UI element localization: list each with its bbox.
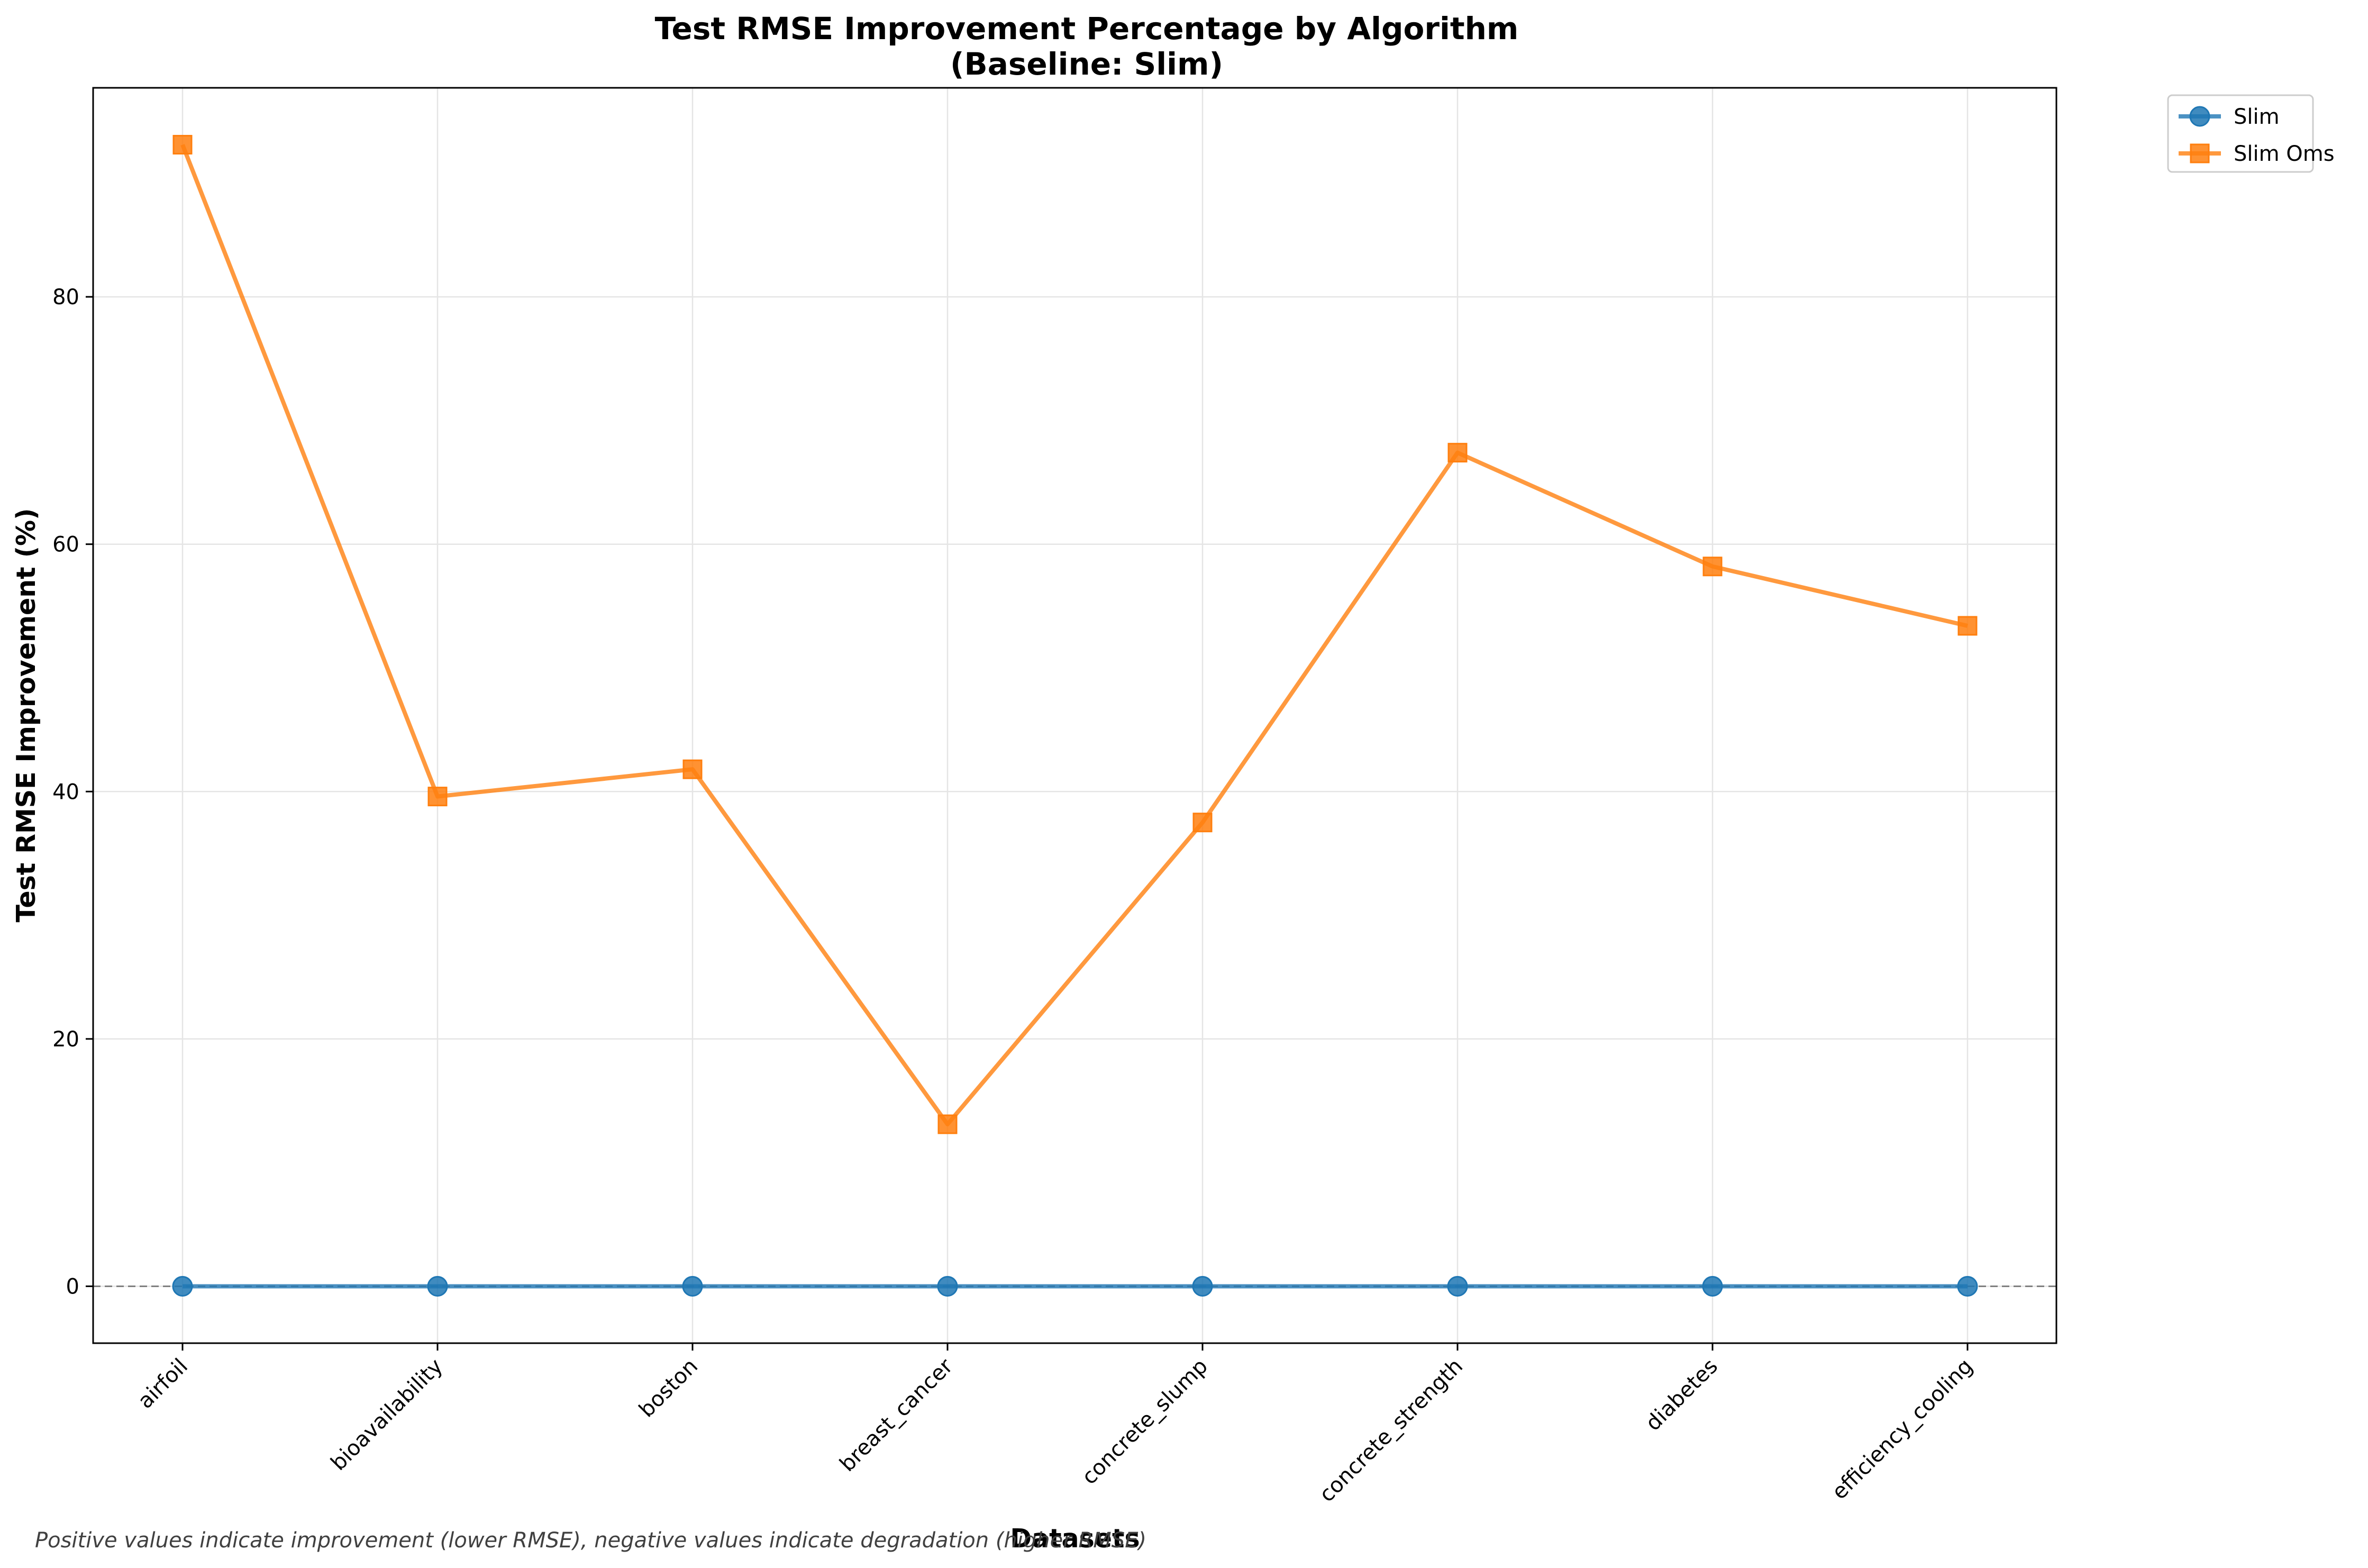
chart-title: Test RMSE Improvement Percentage by Algo… xyxy=(655,11,1519,47)
data-point xyxy=(1702,1275,1723,1297)
data-point xyxy=(1957,616,1978,636)
y-tick-label: 40 xyxy=(52,780,79,804)
legend-label: Slim xyxy=(2234,105,2280,129)
series-slim xyxy=(172,1275,1978,1297)
data-point xyxy=(1447,1275,1468,1297)
chart-subtitle: (Baseline: Slim) xyxy=(950,46,1223,82)
data-point xyxy=(1702,557,1723,577)
legend-marker xyxy=(2189,106,2210,127)
data-point xyxy=(937,1114,958,1134)
series-line xyxy=(180,144,1968,1127)
data-point xyxy=(1192,1275,1213,1297)
x-axis-label: Datasets xyxy=(1010,1524,1140,1554)
legend-label: Slim Oms xyxy=(2234,142,2335,166)
series-group xyxy=(172,135,1978,1297)
data-point xyxy=(1447,443,1468,463)
grid xyxy=(93,88,2056,1343)
legend-marker xyxy=(2190,143,2210,163)
y-tick-label: 0 xyxy=(66,1274,79,1299)
data-point xyxy=(427,787,448,807)
data-point xyxy=(172,135,193,155)
data-point xyxy=(427,1275,448,1297)
y-tick-label: 80 xyxy=(52,285,79,309)
y-axis-label: Test RMSE Improvement (%) xyxy=(11,508,41,922)
legend-entry: Slim xyxy=(2179,105,2280,129)
data-point xyxy=(682,759,703,779)
y-tick-label: 60 xyxy=(52,533,79,557)
series-slim-oms xyxy=(172,135,1978,1134)
data-point xyxy=(172,1275,193,1297)
y-tick-label: 20 xyxy=(52,1027,79,1052)
data-point xyxy=(1957,1275,1978,1297)
plot-frame xyxy=(92,87,2057,1344)
footnote: Positive values indicate improvement (lo… xyxy=(35,1528,1146,1553)
legend: Slim Slim Oms xyxy=(2167,94,2335,173)
data-point xyxy=(937,1275,958,1297)
legend-entry: Slim Oms xyxy=(2179,142,2335,166)
data-point xyxy=(682,1275,703,1297)
data-point xyxy=(1192,813,1213,833)
y-axis-ticks: 0 20 40 60 80 xyxy=(52,285,93,1299)
